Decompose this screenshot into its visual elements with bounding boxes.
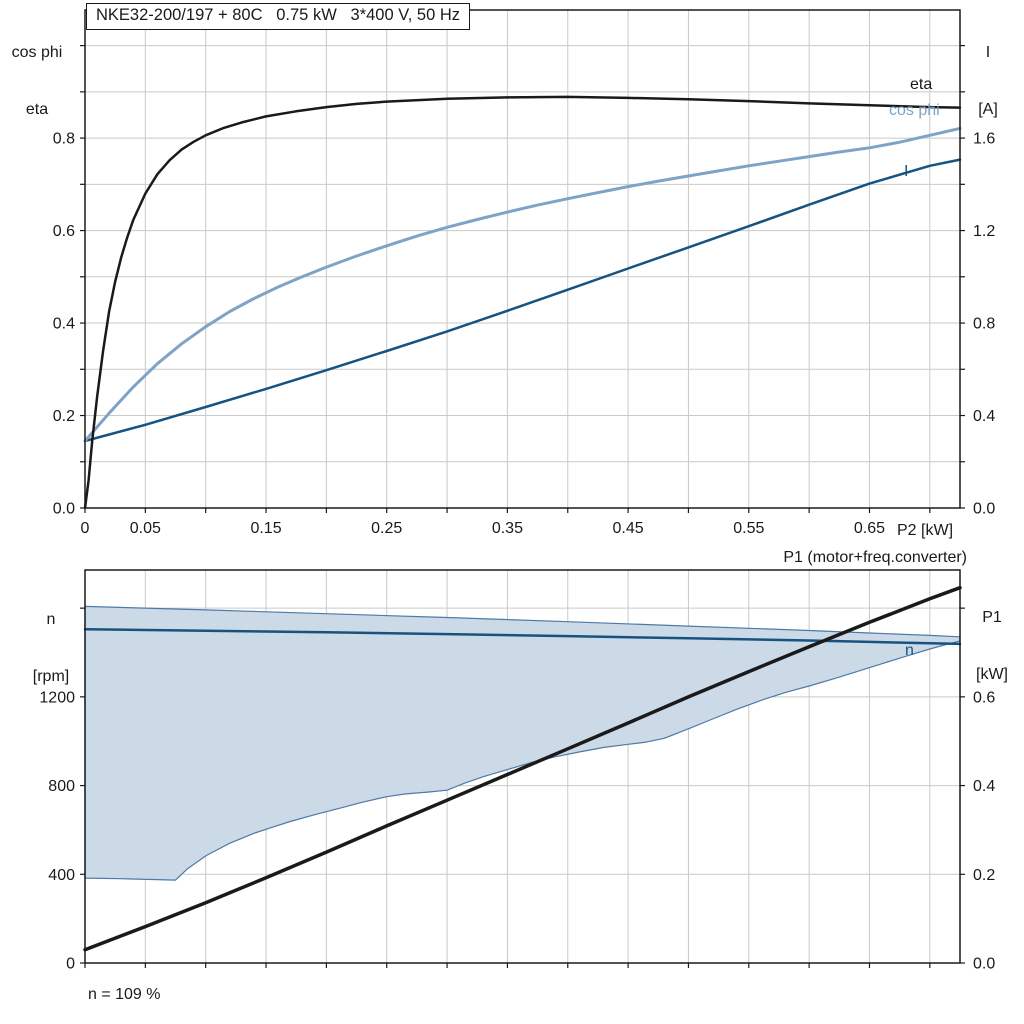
x-tick-label: 0.65 (854, 520, 885, 537)
plot-border (84, 9, 961, 509)
x-tick-label: 0.25 (371, 520, 402, 537)
y-right-tick-label: 0.0 (973, 956, 995, 973)
curve-label-cos-phi: cos phi (889, 102, 940, 119)
left-axis-title-top-chart: cos phi eta (4, 5, 70, 157)
p1-curve-annotation: P1 (motor+freq.converter) (783, 549, 967, 566)
speed-range-band (84, 605, 961, 881)
y-right-tick-label: 0.2 (973, 867, 995, 884)
curve-label-current: I (904, 163, 909, 180)
y-left-tick-label: 0.4 (53, 316, 75, 333)
y-right-tick-label: 0.8 (973, 316, 995, 333)
y-left-tick-label: 0.8 (53, 131, 75, 148)
x-tick-label: 0.55 (733, 520, 764, 537)
y-left-tick-label: 0 (66, 956, 75, 973)
right-axis-title-top-chart: I [A] (962, 5, 1014, 157)
y-right-tick-label: 0.0 (973, 501, 995, 518)
curve-label-eta: eta (910, 76, 933, 93)
series-P1 (83, 585, 962, 952)
x-tick-label: 0 (81, 520, 90, 537)
p1-axis-label: P1 (982, 609, 1002, 626)
speed-unit-label: [rpm] (32, 668, 70, 685)
series-cos-phi (83, 126, 962, 443)
series-I (83, 158, 962, 443)
curve-label-n: n (905, 642, 914, 659)
series-n (83, 627, 962, 646)
left-axis-title-bottom-chart: n [rpm] (20, 572, 82, 724)
x-tick-label: 0.15 (250, 520, 281, 537)
x-axis-title: P2 [kW] (897, 522, 954, 539)
chart-speed-power: 0 400 800 1200 0.0 0.2 0.4 0.6 (39, 569, 995, 973)
y-right-tick-label: 1.6 (973, 131, 995, 148)
current-unit-label: [A] (978, 101, 998, 118)
y-right-tick-label: 1.2 (973, 223, 995, 240)
x-tick-label: 0.05 (130, 520, 161, 537)
y-right-tick-label: 0.4 (973, 778, 995, 795)
eta-axis-label: eta (25, 101, 49, 118)
x-tick-label: 0.35 (492, 520, 523, 537)
x-tick-label: 0.45 (613, 520, 644, 537)
y-left-tick-label: 800 (48, 778, 75, 795)
current-axis-label: I (985, 44, 991, 61)
speed-axis-label: n (46, 611, 56, 628)
plot-border (84, 569, 961, 964)
pump-model-title: NKE32-200/197 + 80C 0.75 kW 3*400 V, 50 … (86, 3, 470, 30)
series-eta (83, 95, 962, 510)
y-left-tick-label: 0.0 (53, 501, 75, 518)
y-right-tick-label: 0.6 (973, 689, 995, 706)
p1-unit-label: [kW] (976, 666, 1008, 683)
y-left-tick-label: 1200 (39, 689, 75, 706)
y-left-tick-label: 0.6 (53, 223, 75, 240)
cos-phi-axis-label: cos phi (11, 44, 63, 61)
y-left-tick-label: 0.2 (53, 408, 75, 425)
y-left-tick-label: 400 (48, 867, 75, 884)
speed-percentage-note: n = 109 % (88, 986, 161, 1003)
right-axis-title-bottom-chart: P1 [kW] (964, 570, 1020, 722)
y-right-tick-label: 0.4 (973, 408, 995, 425)
chart-motor-electrical: 0 0.05 0.15 0.25 0.35 0.45 0.55 0.65 0.0 0.2 0.4 0.… (53, 9, 995, 537)
